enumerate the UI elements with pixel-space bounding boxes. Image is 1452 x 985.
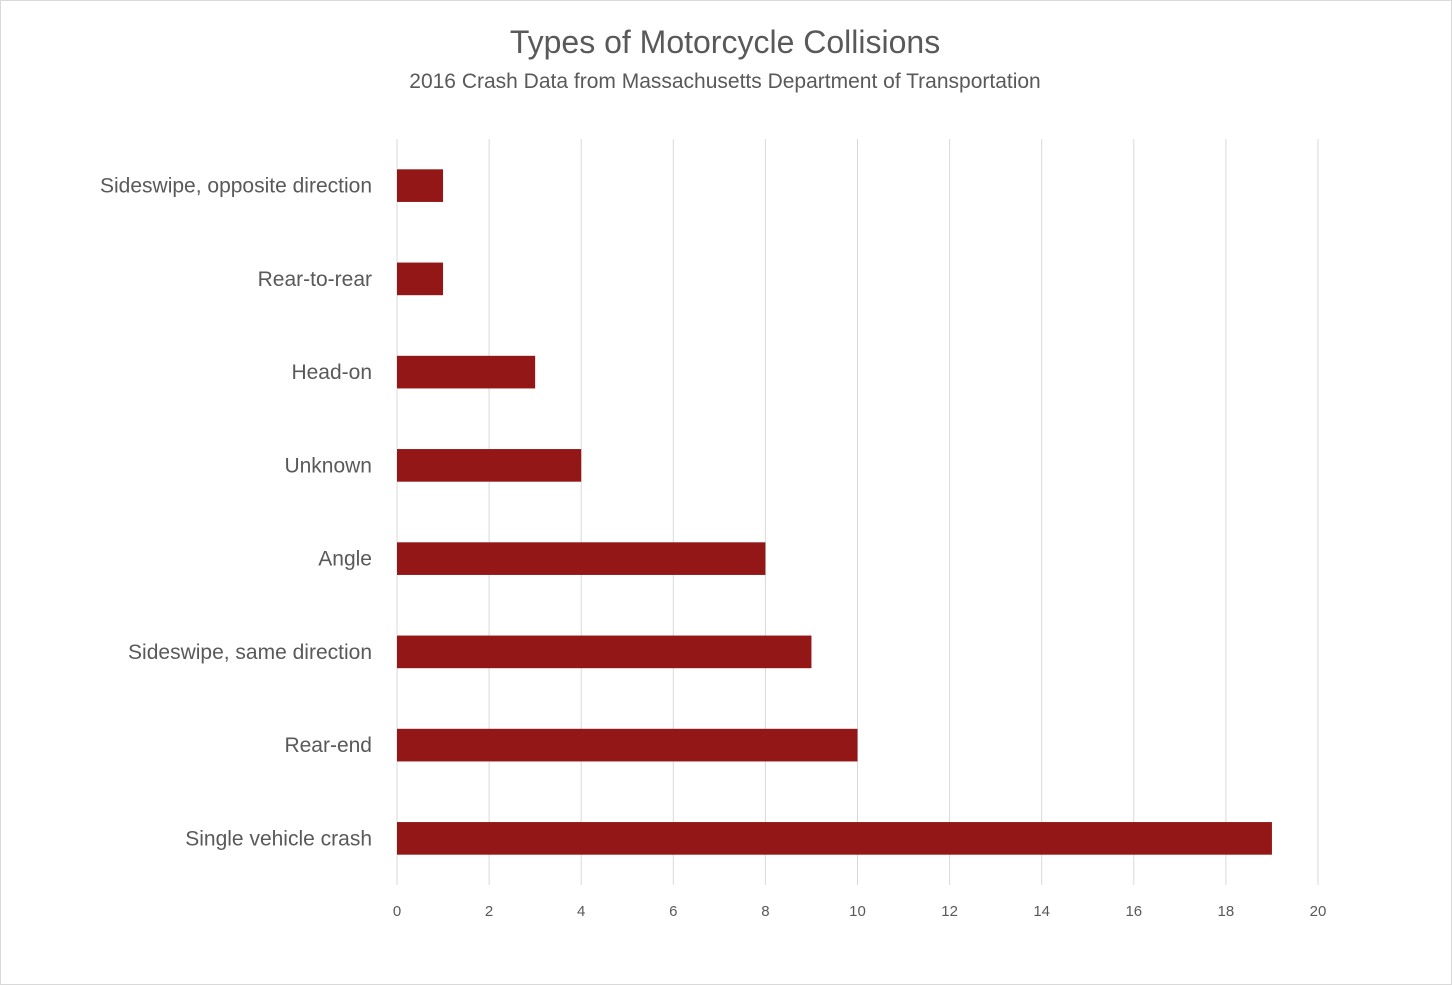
bar: [397, 822, 1272, 855]
category-label: Head-on: [291, 361, 372, 384]
chart-title: Types of Motorcycle Collisions: [509, 24, 941, 60]
category-label: Angle: [318, 548, 372, 571]
x-tick-label: 2: [485, 903, 493, 920]
bar: [397, 449, 582, 482]
x-tick-label: 10: [849, 903, 866, 920]
x-tick-label: 18: [1218, 903, 1235, 920]
bar: [397, 542, 766, 575]
category-label: Rear-to-rear: [258, 268, 372, 291]
gridlines: [396, 139, 1319, 885]
x-tick-labels: 0 2 4 6 8 10 12 14 16 18 20: [393, 903, 1327, 920]
chart-subtitle: 2016 Crash Data from Massachusetts Depar…: [409, 70, 1041, 93]
category-label: Sideswipe, same direction: [128, 641, 372, 664]
category-labels: Sideswipe, opposite direction Rear-to-rea…: [100, 175, 372, 851]
x-tick-label: 12: [941, 903, 958, 920]
bar: [397, 169, 444, 202]
x-tick-label: 0: [393, 903, 401, 920]
x-tick-label: 16: [1125, 903, 1142, 920]
bar: [397, 728, 858, 762]
category-label: Unknown: [284, 454, 372, 477]
x-tick-label: 14: [1033, 903, 1050, 920]
category-label: Sideswipe, opposite direction: [100, 175, 372, 198]
x-tick-label: 4: [577, 903, 585, 920]
x-tick-label: 6: [669, 903, 677, 920]
category-label: Single vehicle crash: [185, 827, 372, 850]
bar: [397, 262, 444, 296]
bar: [397, 635, 812, 669]
bars: [397, 169, 1272, 855]
category-label: Rear-end: [284, 734, 372, 757]
bar: [397, 355, 536, 389]
x-tick-label: 8: [761, 903, 769, 920]
x-tick-label: 20: [1310, 903, 1327, 920]
